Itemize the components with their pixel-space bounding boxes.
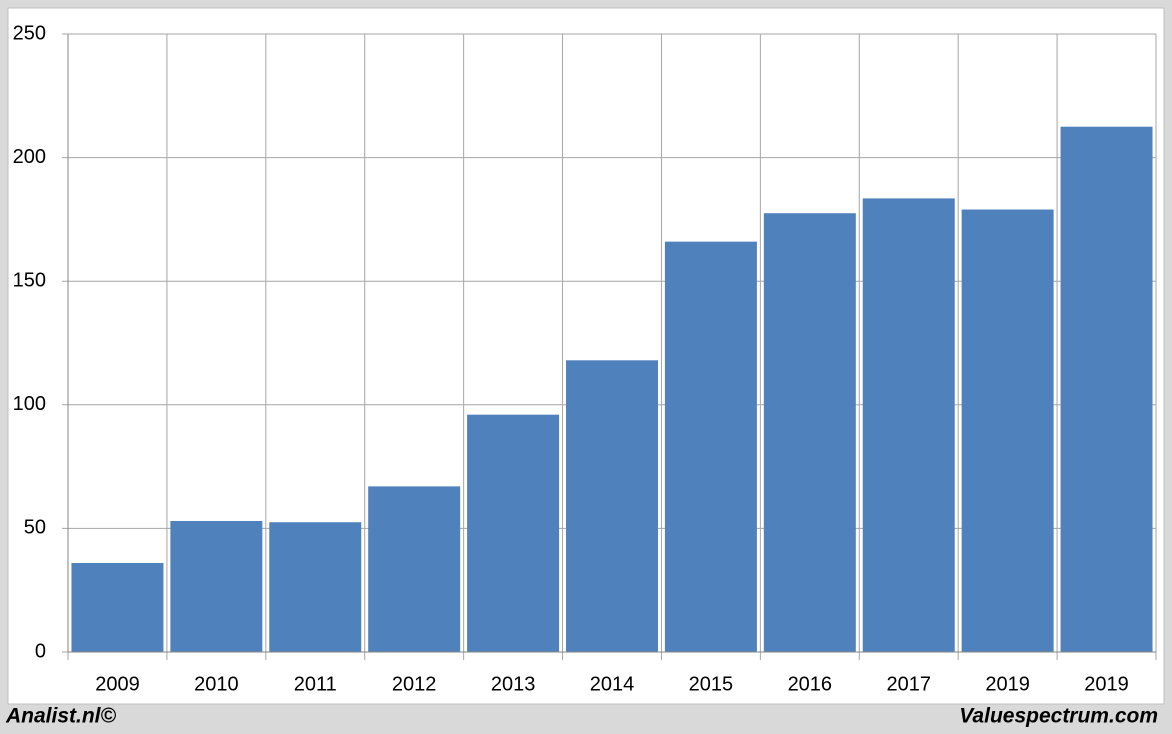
bar [71,563,164,652]
y-tick-label: 200 [13,146,46,168]
bar [170,520,263,652]
x-tick-label: 2010 [194,673,239,695]
x-tick-label: 2016 [788,673,833,695]
y-tick-label: 0 [35,640,46,662]
bar [862,198,955,652]
bar [1060,126,1153,652]
footer-left: Analist.nl© [5,705,117,728]
x-tick-label: 2013 [491,673,536,695]
bar [467,414,560,652]
y-tick-label: 250 [13,22,46,44]
bar [269,522,362,652]
x-tick-label: 2019 [1084,673,1129,695]
y-tick-label: 150 [13,269,46,291]
bar [961,209,1054,652]
y-tick-label: 50 [24,517,46,539]
x-tick-label: 2014 [590,673,635,695]
footer-right: Valuespectrum.com [959,705,1158,728]
bar [368,486,461,652]
x-tick-label: 2012 [392,673,437,695]
x-tick-label: 2019 [985,673,1030,695]
x-tick-label: 2009 [95,673,140,695]
bar [664,241,757,652]
y-tick-label: 100 [13,393,46,415]
x-tick-label: 2011 [294,673,337,695]
bar [566,360,658,652]
bar [763,213,856,652]
x-tick-label: 2017 [886,673,931,695]
x-tick-label: 2015 [689,673,734,695]
